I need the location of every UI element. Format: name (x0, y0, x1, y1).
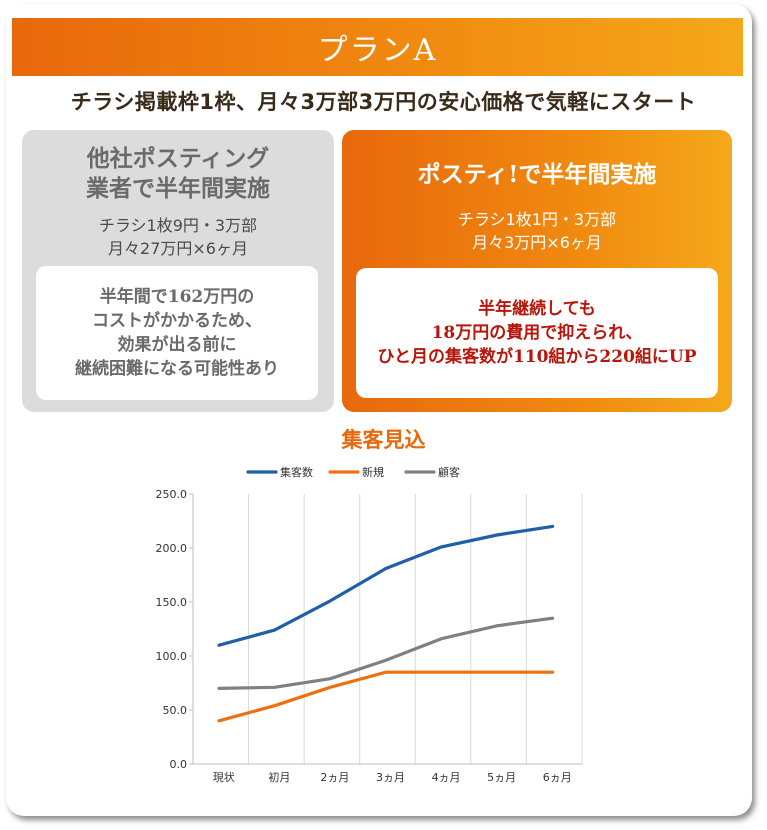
legend-label: 新規 (362, 465, 384, 479)
competitor-note-line: コストがかかるため、 (92, 311, 262, 331)
legend-label: 集客数 (280, 465, 313, 479)
y-tick-label: 200.0 (156, 542, 188, 555)
competitor-pricing-line: 月々27万円×6ヶ月 (108, 239, 248, 258)
chart-axes: 250.0 200.0 150.0 100.0 50.0 0.0 現状 初月 2ヵ月 3ヵ月 4ヵ月… (156, 488, 582, 784)
series-line (217, 670, 555, 723)
chart-legend: 集客数 新規 顧客 (246, 465, 460, 479)
posty-title: ポスティ!で半年間実施 (342, 160, 732, 190)
x-tick-label: 初月 (268, 770, 290, 784)
competitor-pricing-line: チラシ1枚9円・3万部 (98, 216, 258, 235)
posty-pricing-line: 月々3万円×6ヶ月 (472, 233, 602, 252)
competitor-note: 半年間で162万円の コストがかかるため、 効果が出る前に 継続困難になる可能性… (36, 266, 318, 400)
x-tick-label: 4ヵ月 (432, 771, 461, 784)
chart-series (217, 524, 555, 723)
posty-title-line: ポスティ!で半年間実施 (417, 161, 657, 188)
x-tick-label: 5ヵ月 (487, 771, 516, 784)
posty-pricing: チラシ1枚1円・3万部 月々3万円×6ヶ月 (342, 208, 732, 254)
competitor-box: 他社ポスティング 業者で半年間実施 チラシ1枚9円・3万部 月々27万円×6ヶ月… (22, 130, 334, 412)
competitor-pricing: チラシ1枚9円・3万部 月々27万円×6ヶ月 (22, 214, 334, 260)
series-line (217, 524, 555, 647)
chart-title: 集客見込 (341, 428, 426, 452)
competitor-note-line: 効果が出る前に (117, 335, 237, 355)
y-tick-label: 0.0 (170, 758, 188, 771)
chart-grid (248, 494, 583, 764)
y-tick-label: 50.0 (163, 704, 188, 717)
legend-label: 顧客 (438, 465, 460, 479)
posty-note-line: 18万円の費用で抑えられ、 (431, 323, 643, 343)
posty-pricing-line: チラシ1枚1円・3万部 (457, 210, 617, 229)
plan-header: プランA (12, 18, 743, 76)
x-tick-label: 6ヵ月 (543, 771, 572, 784)
y-tick-label: 250.0 (156, 488, 188, 501)
competitor-title-line: 他社ポスティング (86, 145, 270, 172)
x-tick-label: 3ヵ月 (376, 771, 405, 784)
plan-subtitle: チラシ掲載枠1枠、月々3万部3万円の安心価格で気軽にスタート (70, 90, 697, 114)
posty-note-line: ひと月の集客数が110組から220組にUP (377, 347, 697, 367)
competitor-note-line: 半年間で162万円の (99, 287, 255, 307)
posty-box: ポスティ!で半年間実施 チラシ1枚1円・3万部 月々3万円×6ヶ月 半年継続して… (342, 130, 732, 412)
x-tick-label: 2ヵ月 (320, 771, 349, 784)
series-line (217, 616, 555, 690)
competitor-note-line: 継続困難になる可能性あり (75, 359, 279, 379)
plan-title: プランA (317, 33, 438, 68)
x-tick-label: 現状 (213, 770, 235, 784)
y-tick-label: 100.0 (156, 650, 188, 663)
competitor-title-line: 業者で半年間実施 (86, 175, 270, 202)
y-tick-label: 150.0 (156, 596, 188, 609)
posty-note: 半年継続しても 18万円の費用で抑えられ、 ひと月の集客数が110組から220組… (356, 268, 718, 398)
posty-note-line: 半年継続しても (478, 299, 596, 319)
competitor-title: 他社ポスティング 業者で半年間実施 (22, 144, 334, 204)
